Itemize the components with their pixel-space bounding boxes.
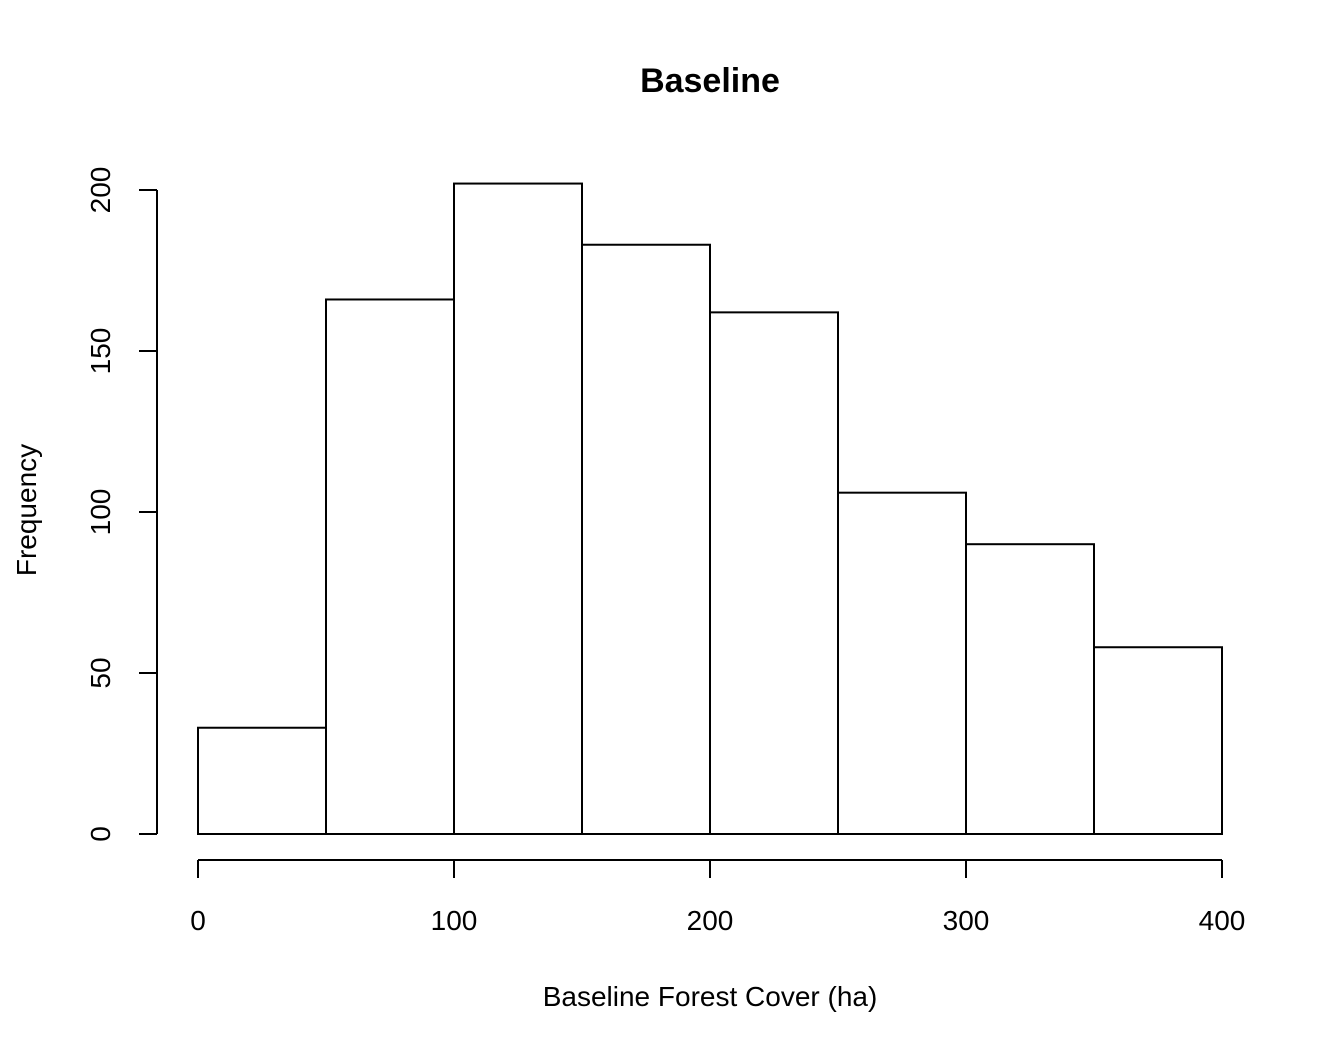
y-tick-label-0: 0 (85, 826, 116, 842)
x-tick-label-3: 300 (943, 905, 990, 936)
histogram-bar-7 (1093, 646, 1223, 835)
y-tick-label-2: 100 (85, 489, 116, 536)
histogram-bar-1 (325, 298, 455, 836)
y-tick-label-4: 200 (85, 167, 116, 214)
x-tick-label-0: 0 (190, 905, 206, 936)
x-tick-label-1: 100 (431, 905, 478, 936)
y-tick-label-1: 50 (85, 657, 116, 688)
histogram-bar-6 (965, 543, 1095, 835)
y-axis: 0 50 100 150 200 (85, 167, 158, 842)
x-axis: 0 100 200 300 400 (190, 859, 1246, 936)
histogram-bar-5 (837, 491, 967, 835)
y-tick-label-3: 150 (85, 328, 116, 375)
histogram-bars (197, 182, 1223, 836)
x-tick-label-2: 200 (687, 905, 734, 936)
histogram-bar-3 (581, 243, 711, 836)
y-axis-label: Frequency (11, 444, 42, 576)
histogram-bar-0 (197, 726, 327, 835)
chart-title: Baseline (640, 62, 780, 100)
histogram-bar-4 (709, 311, 839, 835)
histogram-bar-2 (453, 182, 583, 835)
x-axis-label: Baseline Forest Cover (ha) (543, 981, 878, 1012)
x-tick-label-4: 400 (1199, 905, 1246, 936)
